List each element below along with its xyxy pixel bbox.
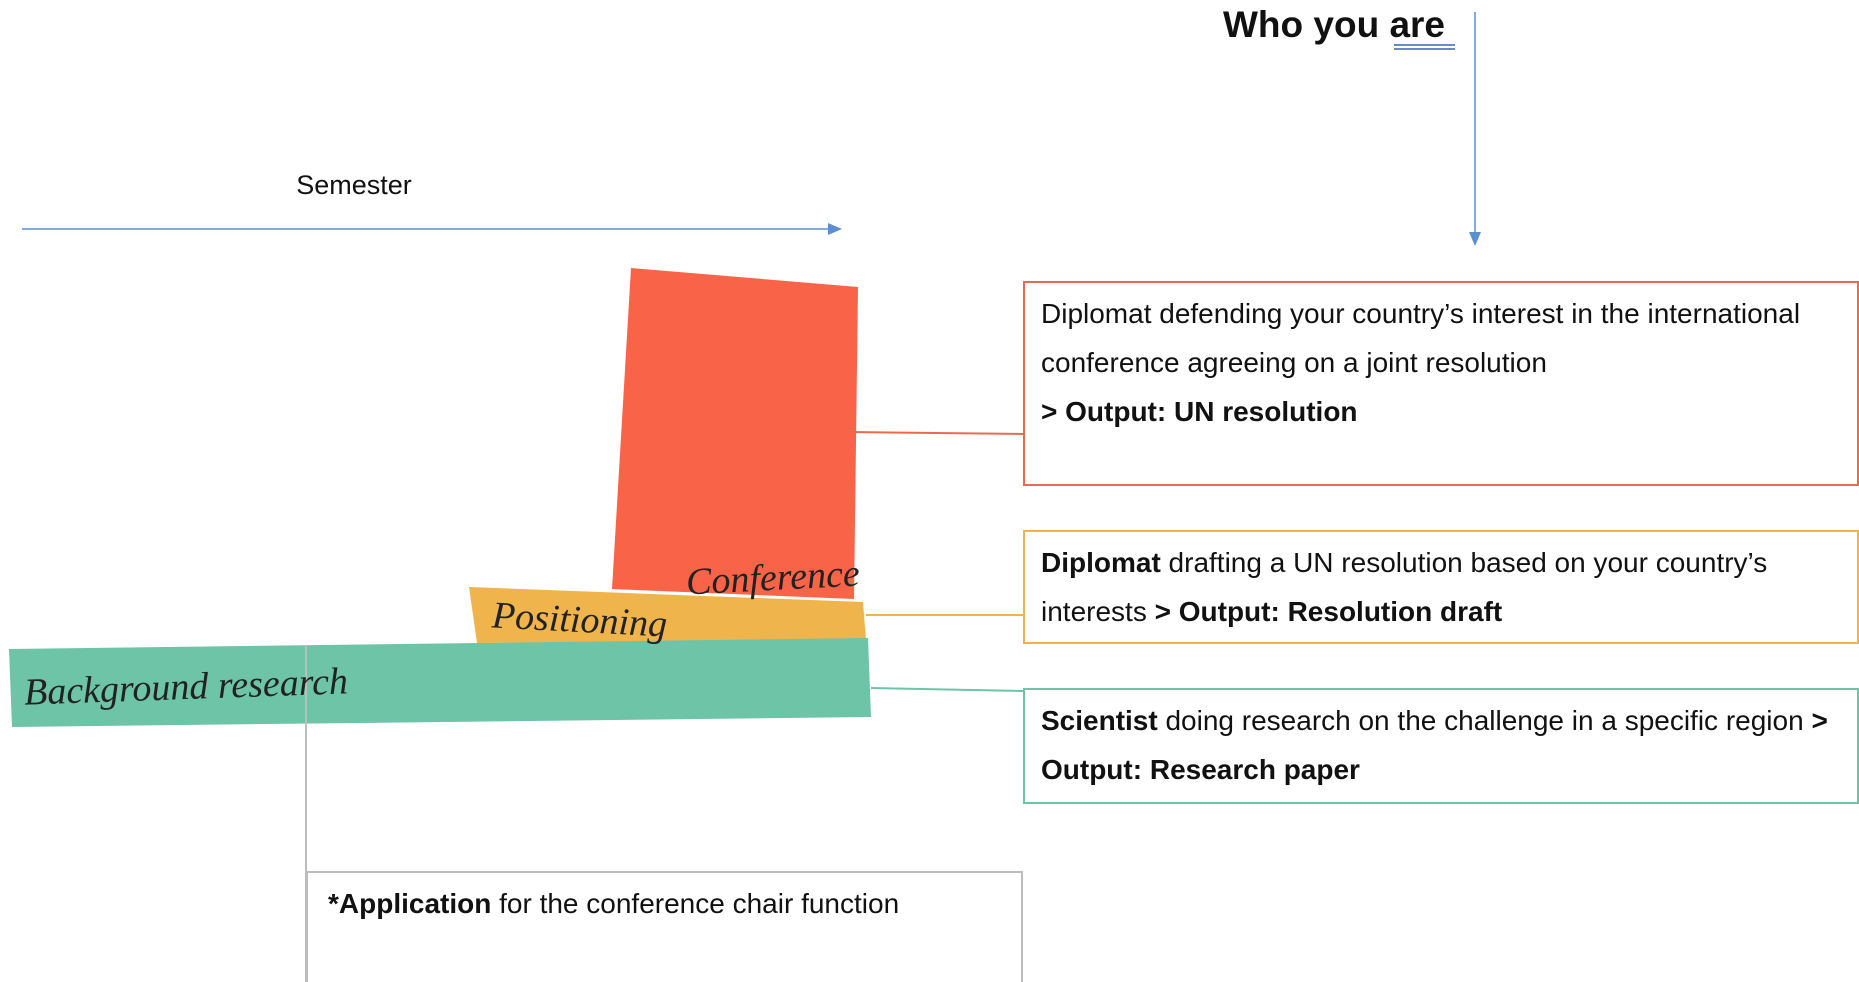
role-text: Diplomat defending your country’s intere…: [1041, 298, 1800, 378]
role-box: Diplomat drafting a UN resolution based …: [1023, 530, 1859, 644]
role-output: > Output: UN resolution: [1041, 396, 1358, 427]
role-lead: Diplomat: [1041, 547, 1161, 578]
role-box: Diplomat defending your country’s intere…: [1023, 281, 1859, 486]
phase-label: Positioning: [491, 593, 668, 646]
phase-label: Conference: [685, 551, 861, 604]
connector: [871, 688, 1023, 691]
page: Who you are Semester Conference Position…: [0, 0, 1859, 982]
title: Who you are: [1200, 4, 1468, 46]
role-text: doing research on the challenge in a spe…: [1158, 705, 1812, 736]
connector: [851, 432, 1023, 434]
role-box: *Application for the conference chair fu…: [306, 871, 1023, 982]
axis-label: Semester: [254, 170, 454, 201]
role-box: Scientist doing research on the challeng…: [1023, 688, 1859, 804]
conference-block: [612, 268, 858, 599]
arrow-head: [828, 223, 842, 235]
diagram: [0, 0, 1859, 982]
role-output: > Output: Resolution draft: [1155, 596, 1503, 627]
role-text: for the conference chair function: [491, 888, 899, 919]
arrow-head: [1469, 232, 1481, 246]
role-lead: Scientist: [1041, 705, 1158, 736]
role-lead: *Application: [328, 888, 491, 919]
